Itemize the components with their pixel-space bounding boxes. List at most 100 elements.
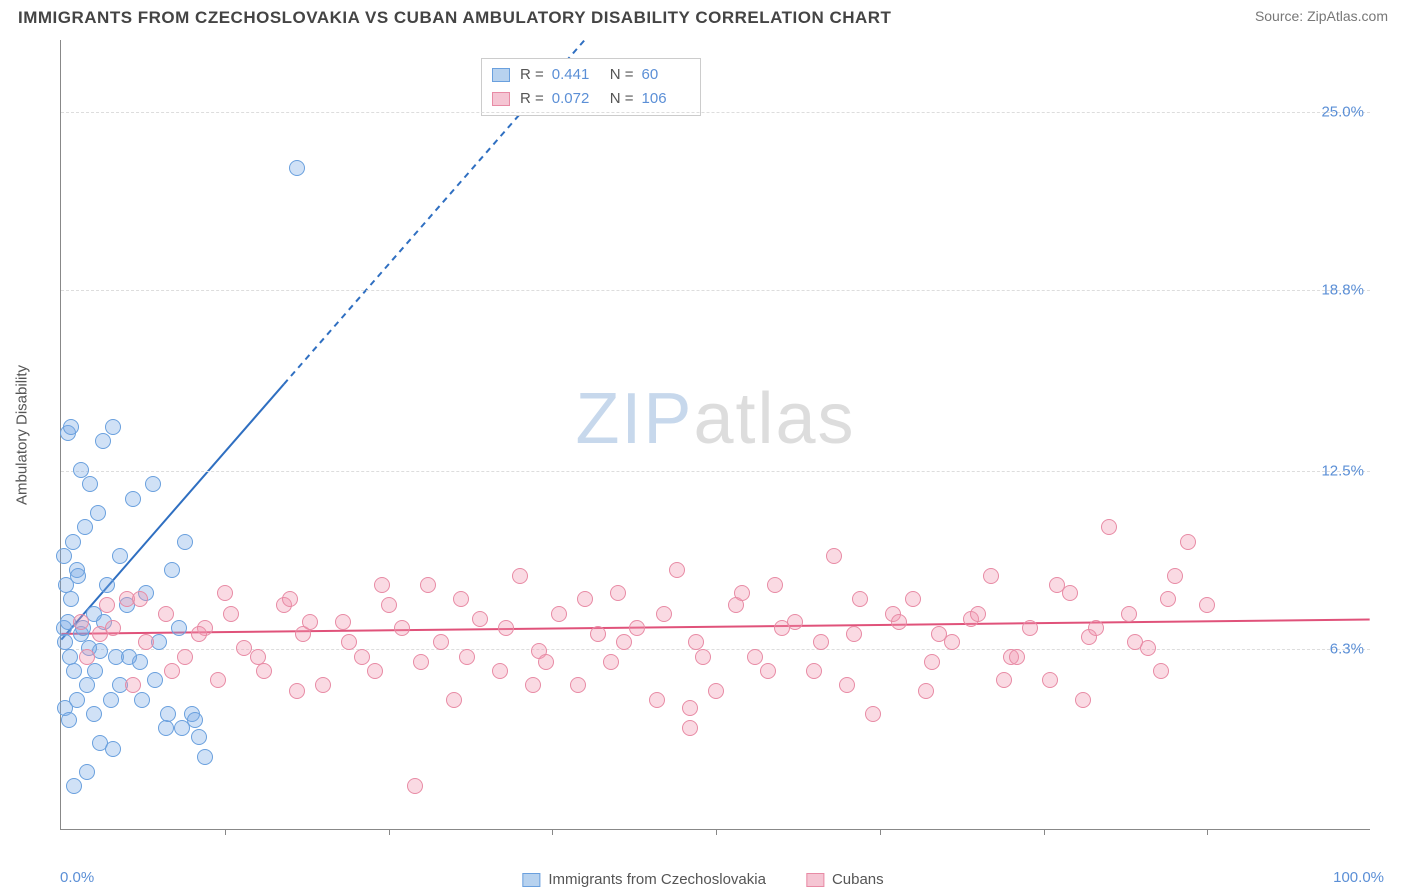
cuban-point [669,562,685,578]
cuban-point [453,591,469,607]
cuban-point [1009,649,1025,665]
cuban-point [191,626,207,642]
czech-point [61,712,77,728]
cuban-point [1199,597,1215,613]
cuban-point [223,606,239,622]
czech-point [99,577,115,593]
cuban-point [132,591,148,607]
cuban-point [138,634,154,650]
cuban-point [99,597,115,613]
n-value: 60 [642,63,690,87]
czech-point [56,548,72,564]
cuban-point [125,677,141,693]
cuban-point [1101,519,1117,535]
czech-point [70,568,86,584]
cuban-point [1049,577,1065,593]
cuban-point [1180,534,1196,550]
cuban-point [656,606,672,622]
cuban-point [354,649,370,665]
cuban-point [394,620,410,636]
cuban-point [335,614,351,630]
cuban-point [1153,663,1169,679]
czech-point [69,692,85,708]
x-tick [716,829,717,835]
cuban-point [570,677,586,693]
y-tick-label: 25.0% [1321,103,1364,120]
gridline [61,112,1370,113]
czech-point [171,620,187,636]
r-label: R = [520,87,544,111]
cuban-point [1088,620,1104,636]
czech-point [125,491,141,507]
czech-point [197,749,213,765]
bottom-legend: Immigrants from Czechoslovakia Cubans [522,871,883,888]
cuban-point [413,654,429,670]
cuban-point [164,663,180,679]
czech-point [79,677,95,693]
czech-point [90,505,106,521]
cuban-point [747,649,763,665]
cuban-point [73,614,89,630]
cuban-point [1167,568,1183,584]
n-label: N = [610,63,634,87]
czech-point [82,476,98,492]
cuban-point [839,677,855,693]
y-axis-label: Ambulatory Disability [14,365,31,505]
cuban-point [1042,672,1058,688]
cuban-point [682,700,698,716]
cuban-point [767,577,783,593]
czech-point [87,663,103,679]
cuban-point [1160,591,1176,607]
x-tick [552,829,553,835]
czech-point [105,741,121,757]
cuban-point [250,649,266,665]
czech-point [73,462,89,478]
x-axis-max-label: 100.0% [1333,869,1384,886]
cuban-point [217,585,233,601]
n-value: 106 [642,87,690,111]
cuban-point [695,649,711,665]
czech-point [103,692,119,708]
czech-point [86,706,102,722]
regression-lines [61,40,1370,829]
cuban-point [341,634,357,650]
cuban-point [374,577,390,593]
cuban-point [538,654,554,670]
cuban-point [852,591,868,607]
cuban-point [905,591,921,607]
czech-point [187,712,203,728]
cuban-point [158,606,174,622]
scatter-plot: ZIPatlas R =0.441N =60R =0.072N =106 6.3… [60,40,1370,830]
cuban-point [420,577,436,593]
swatch-icon [806,873,824,887]
cuban-point [446,692,462,708]
x-tick [1044,829,1045,835]
cuban-point [774,620,790,636]
x-tick [1207,829,1208,835]
czech-point [77,519,93,535]
czech-point [112,548,128,564]
cuban-point [105,620,121,636]
cuban-point [177,649,193,665]
cuban-point [590,626,606,642]
cuban-point [944,634,960,650]
legend-item-czech: Immigrants from Czechoslovakia [522,871,766,888]
r-value: 0.072 [552,87,600,111]
swatch-icon [492,92,510,106]
gridline [61,471,1370,472]
czech-point [147,672,163,688]
cuban-point [891,614,907,630]
czech-point [79,764,95,780]
swatch-icon [492,68,510,82]
cuban-point [734,585,750,601]
cuban-point [381,597,397,613]
cuban-point [210,672,226,688]
cuban-point [551,606,567,622]
cuban-point [498,620,514,636]
cuban-point [472,611,488,627]
chart-area: Ambulatory Disability ZIPatlas R =0.441N… [50,40,1390,830]
legend-label: Immigrants from Czechoslovakia [548,871,766,888]
x-tick [389,829,390,835]
cuban-point [610,585,626,601]
cuban-point [302,614,318,630]
